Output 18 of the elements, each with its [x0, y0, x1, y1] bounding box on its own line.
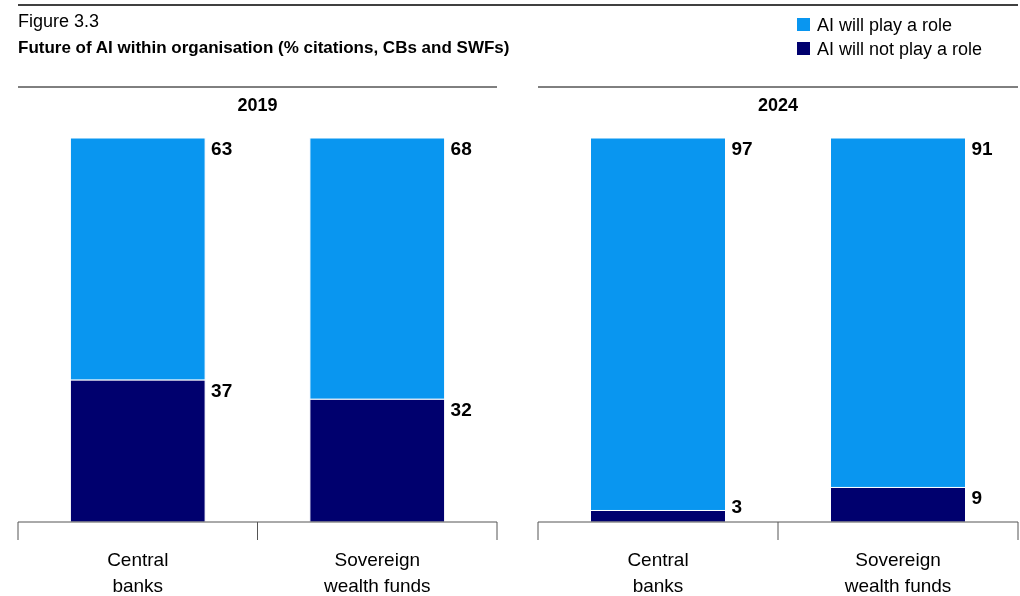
data-label: 91	[971, 138, 994, 160]
legend-label: AI will not play a role	[817, 39, 983, 59]
chart-title: 2019	[237, 95, 278, 115]
data-label: 63	[211, 138, 233, 160]
data-label: 97	[731, 138, 753, 160]
chart-title: 2024	[757, 95, 799, 115]
x-tick-label: Central banks	[627, 549, 689, 596]
x-tick-label: Sovereign wealth funds	[843, 549, 952, 596]
legend-label: AI will play a role	[817, 15, 953, 35]
data-label: 32	[450, 399, 472, 421]
text: Future of AI within organisation (% citations, CBs and SWFs)	[18, 38, 510, 57]
caption: Figure 3.3	[18, 11, 100, 31]
x-tick-label: Sovereign wealth funds	[322, 549, 431, 596]
data-label: 37	[211, 379, 233, 401]
x-tick-label: Central banks	[107, 549, 169, 596]
data-label: 68	[450, 138, 472, 160]
data-label: 3	[731, 496, 743, 518]
data-label: 9	[971, 487, 983, 509]
